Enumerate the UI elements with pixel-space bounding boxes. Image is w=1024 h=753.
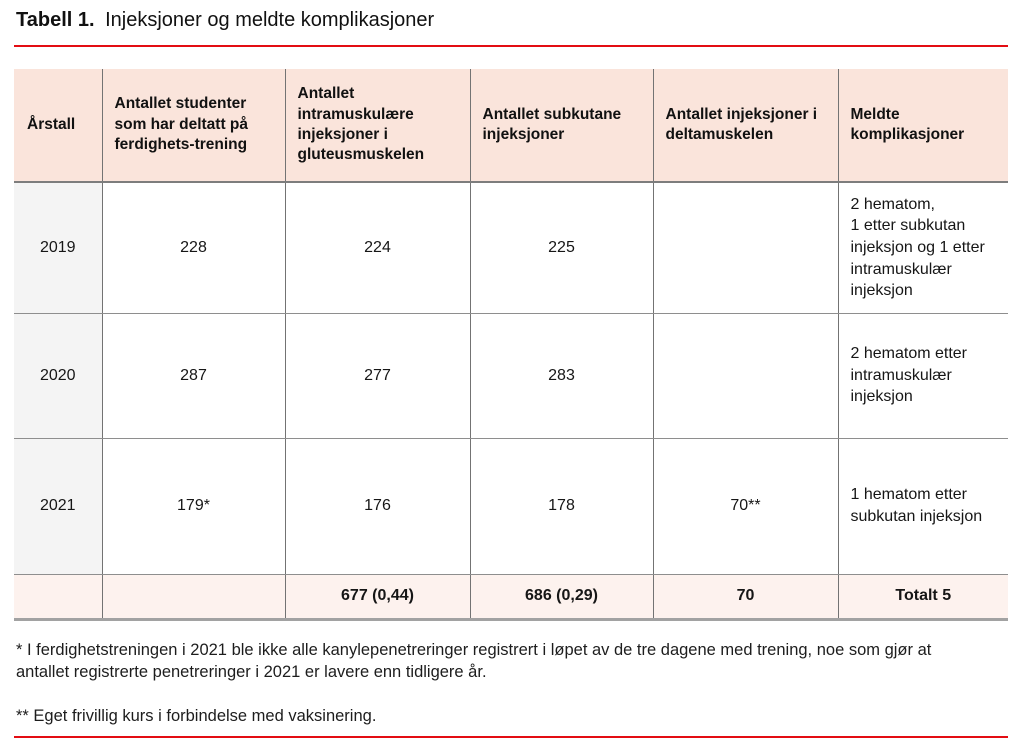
column-header-year: Årstall xyxy=(14,69,102,183)
totals-row: 677 (0,44) 686 (0,29) 70 Totalt 5 xyxy=(14,574,1008,621)
cell-intramuscular: 176 xyxy=(284,438,470,575)
column-header-intramuscular: Antallet intramuskulære injeksjoner i gl… xyxy=(284,69,470,183)
table-title-label: Tabell 1. xyxy=(16,9,95,31)
footnote-asterisk: * I ferdighetstreningen i 2021 ble ikke … xyxy=(16,640,932,682)
cell-deltoid: 70** xyxy=(652,438,838,575)
cell-deltoid xyxy=(652,182,838,314)
cell-intramuscular: 224 xyxy=(284,182,470,314)
top-red-rule xyxy=(14,45,1008,47)
cell-students: 228 xyxy=(101,182,285,314)
totals-deltoid: 70 xyxy=(652,574,838,621)
totals-complications: Totalt 5 xyxy=(837,574,1008,621)
cell-subcutaneous: 283 xyxy=(469,313,653,439)
header-row: Årstall Antallet studenter som har delta… xyxy=(14,69,1008,183)
cell-year: 2019 xyxy=(14,182,102,314)
footnote-double-asterisk: ** Eget frivillig kurs i forbindelse med… xyxy=(16,707,377,726)
table-row: 2020 287 277 283 2 hematom etter intramu… xyxy=(14,313,1008,439)
table-header: Årstall Antallet studenter som har delta… xyxy=(14,69,1008,183)
totals-year xyxy=(14,574,102,621)
cell-subcutaneous: 178 xyxy=(469,438,653,575)
column-header-complications: Meldte komplikasjoner xyxy=(837,69,1008,183)
column-header-students: Antallet studenter som har deltatt på fe… xyxy=(101,69,285,183)
totals-intramuscular: 677 (0,44) xyxy=(284,574,470,621)
cell-deltoid xyxy=(652,313,838,439)
injections-table: Årstall Antallet studenter som har delta… xyxy=(14,69,1008,621)
column-header-subcutaneous: Antallet subkutane injeksjoner xyxy=(469,69,653,183)
table-title-text: Injeksjoner og meldte komplikasjoner xyxy=(105,9,435,31)
cell-subcutaneous: 225 xyxy=(469,182,653,314)
table-body: 2019 228 224 225 2 hematom, 1 etter subk… xyxy=(14,182,1008,621)
column-header-deltoid: Antallet injeksjoner i deltamuskelen xyxy=(652,69,838,183)
table-title: Tabell 1. Injeksjoner og meldte komplika… xyxy=(14,6,1008,32)
cell-year: 2021 xyxy=(14,438,102,575)
cell-complications: 2 hematom, 1 etter subkutan injeksjon og… xyxy=(837,182,1008,314)
footnotes: * I ferdighetstreningen i 2021 ble ikke … xyxy=(14,639,1008,728)
cell-year: 2020 xyxy=(14,313,102,439)
cell-students: 179* xyxy=(101,438,285,575)
table-row: 2021 179* 176 178 70** 1 hematom etter s… xyxy=(14,438,1008,575)
totals-students xyxy=(101,574,285,621)
bottom-red-rule xyxy=(14,736,1008,738)
cell-complications: 2 hematom etter intramuskulær injeksjon xyxy=(837,313,1008,439)
cell-complications: 1 hematom etter subkutan injeksjon xyxy=(837,438,1008,575)
table-row: 2019 228 224 225 2 hematom, 1 etter subk… xyxy=(14,182,1008,314)
cell-students: 287 xyxy=(101,313,285,439)
cell-intramuscular: 277 xyxy=(284,313,470,439)
totals-subcutaneous: 686 (0,29) xyxy=(469,574,653,621)
